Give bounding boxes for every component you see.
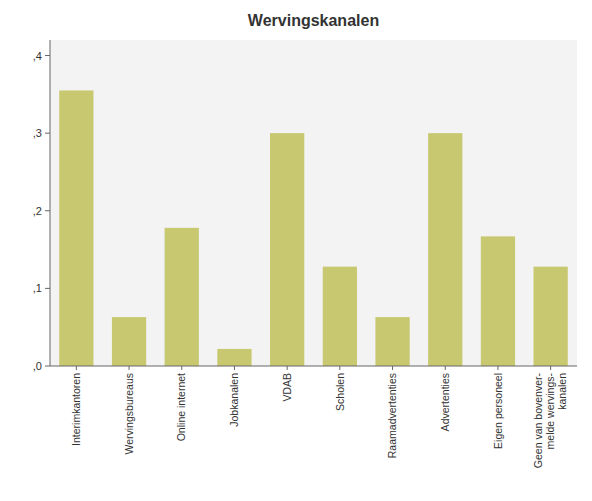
x-tick-label: Geen van bovenver-melde wervings-kanalen [532, 373, 568, 469]
bar [375, 317, 409, 366]
y-axis: ,0 ,1 ,2 ,3 ,4 [33, 50, 50, 372]
y-axis-line [50, 40, 51, 366]
chart-svg: Wervingskanalen ,0 ,1 ,2 ,3 ,4 Interimkantoren… [0, 0, 592, 501]
x-tick-label-line: Geen van bovenver- [532, 373, 544, 469]
x-tick-label-line: VDAB [281, 373, 293, 402]
plot-background [50, 40, 577, 366]
x-tick-label-line: Raamadvertenties [386, 373, 398, 458]
bar [270, 133, 304, 366]
x-tick-label: VDAB [281, 373, 293, 402]
y-tick [45, 210, 50, 211]
x-tick [392, 366, 393, 370]
x-axis: Interimkantoren Wervingsbureaus Online int… [70, 366, 568, 468]
y-tick-label: ,3 [33, 127, 42, 139]
x-tick [287, 366, 288, 370]
x-tick [234, 366, 235, 370]
bar [428, 133, 462, 366]
y-tick-label: ,0 [33, 360, 42, 372]
bar [323, 267, 357, 366]
x-tick [339, 366, 340, 370]
x-tick-label-line: kanalen [556, 373, 568, 410]
y-tick-label: ,4 [33, 50, 42, 62]
bar [534, 267, 568, 366]
x-tick-label: Scholen [334, 373, 346, 411]
x-tick-label-line: Online internet [175, 373, 187, 441]
y-tick-label: ,1 [33, 282, 42, 294]
x-tick-label-line: Scholen [334, 373, 346, 411]
x-tick-label-line: Wervingsbureaus [123, 373, 135, 455]
bar [59, 90, 93, 366]
x-tick-label: Jobkanalen [228, 373, 240, 427]
bar [217, 349, 251, 366]
x-tick [550, 366, 551, 370]
x-tick-label: Advertenties [439, 373, 451, 431]
x-tick-label-line: Advertenties [439, 373, 451, 431]
x-tick-label: Interimkantoren [70, 373, 82, 446]
y-tick-label: ,2 [33, 205, 42, 217]
x-tick [445, 366, 446, 370]
bars [59, 90, 568, 366]
x-tick-label: Online internet [175, 373, 187, 441]
x-tick-label-line: melde wervings- [544, 373, 556, 450]
chart-container: Wervingskanalen ,0 ,1 ,2 ,3 ,4 Interimkantoren… [0, 0, 592, 501]
y-tick [45, 133, 50, 134]
x-tick-label: Wervingsbureaus [123, 373, 135, 455]
x-tick [129, 366, 130, 370]
x-tick-label: Raamadvertenties [386, 373, 398, 458]
x-tick-label-line: Jobkanalen [228, 373, 240, 427]
x-tick-label-line: Interimkantoren [70, 373, 82, 446]
x-tick [497, 366, 498, 370]
bar [112, 317, 146, 366]
bar [481, 236, 515, 366]
x-tick-label-line: Eigen personeel [492, 373, 504, 449]
x-tick [181, 366, 182, 370]
x-tick [76, 366, 77, 370]
y-tick [45, 55, 50, 56]
chart-title: Wervingskanalen [248, 12, 379, 29]
y-tick [45, 288, 50, 289]
x-tick-label: Eigen personeel [492, 373, 504, 449]
y-tick [45, 366, 50, 367]
bar [165, 228, 199, 366]
